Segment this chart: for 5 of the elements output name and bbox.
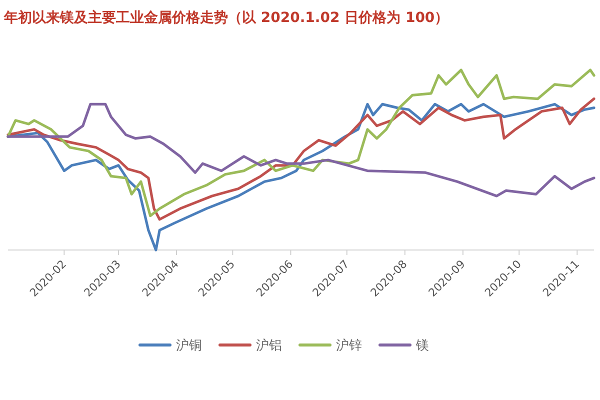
legend-label: 沪锌 bbox=[336, 338, 362, 354]
legend-label: 沪铝 bbox=[256, 338, 282, 354]
chart-title: 年初以来镁及主要工业金属价格走势（以 2020.1.02 日价格为 100） bbox=[3, 9, 449, 26]
legend-label: 镁 bbox=[415, 338, 429, 354]
legend-label: 沪铜 bbox=[176, 338, 202, 354]
